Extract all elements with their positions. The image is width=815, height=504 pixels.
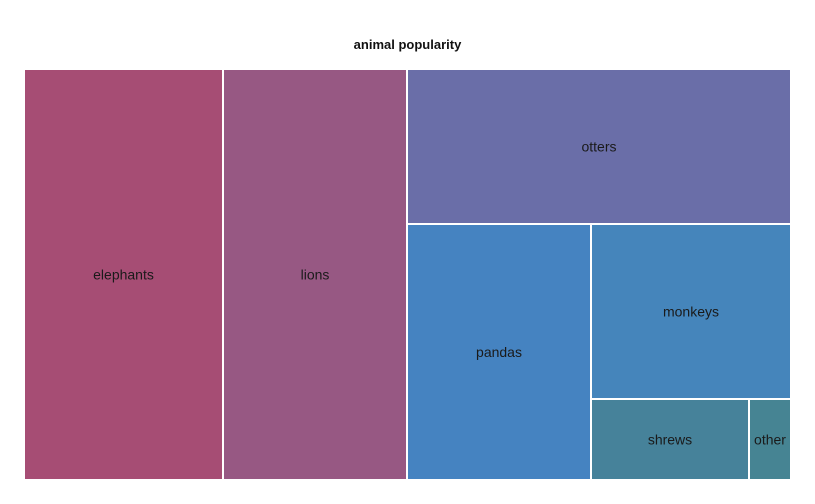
- tile-elephants: [25, 70, 222, 479]
- tile-lions: [224, 70, 406, 479]
- tile-label-shrews: shrews: [648, 432, 692, 448]
- tile-shrews: [592, 400, 748, 479]
- tile-otters: [408, 70, 790, 223]
- tile-label-pandas: pandas: [476, 344, 522, 360]
- tile-pandas: [408, 225, 590, 479]
- tile-label-elephants: elephants: [93, 267, 154, 283]
- tile-other: [750, 400, 790, 479]
- tile-label-monkeys: monkeys: [663, 304, 719, 320]
- chart-title: animal popularity: [353, 37, 462, 52]
- tile-label-otters: otters: [581, 139, 616, 155]
- tile-label-lions: lions: [301, 267, 330, 283]
- tile-label-other: other: [754, 432, 786, 448]
- tile-monkeys: [592, 225, 790, 398]
